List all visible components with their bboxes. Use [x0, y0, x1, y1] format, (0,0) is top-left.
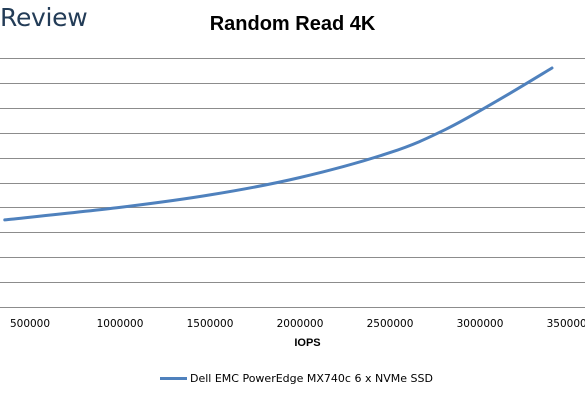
legend-swatch — [160, 377, 187, 380]
x-tick-label: 1500000 — [187, 318, 234, 330]
legend-label: Dell EMC PowerEdge MX740c 6 x NVMe SSD — [190, 372, 433, 385]
x-axis-title-text: IOPS — [294, 337, 321, 349]
x-axis-ticks: 500000 1000000 1500000 2000000 2500000 300000… — [10, 318, 585, 330]
x-tick-label: 2000000 — [277, 318, 324, 330]
chart-title-text: Random Read 4K — [209, 13, 376, 35]
series-layer — [3, 66, 554, 222]
gridlines — [0, 58, 585, 308]
x-tick-label: 1000000 — [97, 318, 144, 330]
x-tick-label: 3500000 — [547, 318, 585, 330]
x-tick-label: 500000 — [10, 318, 50, 330]
x-tick-label: 2500000 — [367, 318, 414, 330]
series-line — [3, 66, 554, 222]
legend: Dell EMC PowerEdge MX740c 6 x NVMe SSD — [160, 372, 433, 385]
x-tick-label: 3000000 — [457, 318, 504, 330]
brand-logo: Review — [0, 3, 88, 32]
chart-title: Random Read 4K — [0, 13, 585, 36]
x-axis-title: IOPS — [0, 337, 585, 349]
